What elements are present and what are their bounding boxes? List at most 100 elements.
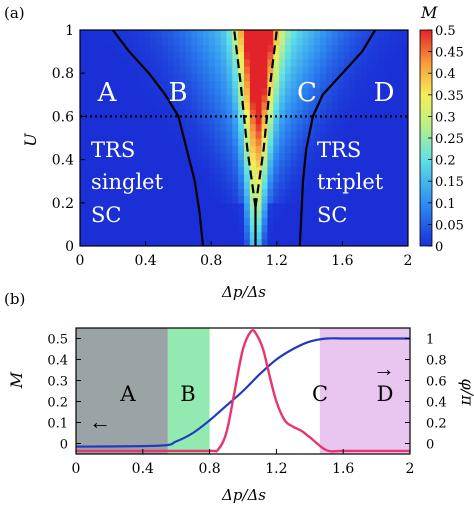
heatmap-cell: [279, 138, 286, 146]
heatmap-cell: [156, 188, 163, 197]
heatmap-cell: [121, 58, 128, 67]
heatmap-cell: [343, 116, 351, 125]
heatmap-cell: [249, 238, 257, 246]
heatmap-cell: [296, 73, 304, 81]
heatmap-cell: [349, 166, 356, 175]
heatmap-cell: [402, 238, 408, 246]
heatmap-cell: [214, 94, 222, 103]
heatmap-cell: [97, 58, 105, 67]
heatmap-cell: [167, 188, 175, 197]
heatmap-cell: [156, 217, 163, 225]
heatmap-cell: [97, 44, 105, 53]
heatmap-cell: [144, 195, 151, 204]
heatmap-cell: [296, 174, 304, 182]
heatmap-cell: [220, 174, 228, 182]
heatmap-cell: [115, 37, 122, 45]
heatmap-cell: [179, 51, 187, 60]
heatmap-cell: [97, 224, 105, 233]
heatmap-cell: [179, 166, 187, 175]
heatmap-cell: [173, 195, 181, 204]
heatmap-cell: [361, 94, 368, 103]
heatmap-cell: [249, 130, 257, 139]
heatmap-cell: [109, 94, 116, 103]
heatmap-cell: [296, 152, 304, 161]
heatmap-cell: [308, 166, 315, 175]
heatmap-cell: [203, 37, 210, 45]
heatmap-cell: [343, 238, 351, 246]
panel-a-axes: 0 0.4 0.8 1.2 1.6 200.20.40.60.81: [52, 23, 413, 269]
heatmap-cell: [337, 109, 345, 117]
heatmap-cell: [138, 181, 146, 189]
heatmap-cell: [144, 51, 151, 60]
heatmap-cell: [378, 87, 386, 96]
heatmap-cell: [179, 188, 187, 197]
heatmap-cell: [244, 166, 251, 175]
heatmap-cell: [91, 116, 99, 125]
heatmap-cell: [273, 87, 280, 96]
heatmap-cell: [302, 217, 310, 225]
colorbar-tick-label: 0.45: [435, 46, 464, 61]
heatmap-cell: [167, 202, 175, 211]
heatmap-cell: [384, 238, 392, 246]
phase-phi-curve: [76, 337, 410, 448]
heatmap-cell: [162, 30, 169, 38]
heatmap-cell: [261, 73, 269, 81]
heatmap-cell: [197, 152, 204, 161]
heatmap-cell: [91, 238, 99, 246]
heatmap-cell: [320, 181, 327, 189]
heatmap-cell: [121, 30, 128, 38]
heatmap-cell: [326, 87, 333, 96]
heatmap-cell: [267, 181, 274, 189]
heatmap-cell: [173, 210, 181, 218]
heatmap-cell: [302, 80, 310, 89]
heatmap-cell: [109, 238, 116, 246]
heatmap-cell: [367, 37, 374, 45]
heatmap-cell: [232, 224, 239, 233]
heatmap-cell: [326, 152, 333, 161]
heatmap-cell: [296, 145, 304, 153]
heatmap-cell: [249, 138, 257, 146]
heatmap-cell: [126, 87, 134, 96]
heatmap-cell: [232, 195, 239, 204]
heatmap-cell: [367, 145, 374, 153]
heatmap-cell: [138, 102, 146, 110]
heatmap-cell: [91, 145, 99, 153]
heatmap-cell: [226, 37, 233, 45]
heatmap-cell: [85, 51, 93, 60]
heatmap-cell: [132, 30, 140, 38]
heatmap-cell: [109, 188, 116, 197]
heatmap-cell: [150, 152, 157, 161]
heatmap-cell: [384, 130, 392, 139]
heatmap-cell: [337, 181, 345, 189]
heatmap-cell: [355, 174, 362, 182]
heatmap-cell: [378, 58, 386, 67]
heatmap-cell: [220, 80, 228, 89]
heatmap-cell: [103, 44, 110, 53]
heatmap-cell: [402, 138, 408, 146]
phase-boundary-solid: [111, 30, 205, 246]
heatmap-cell: [191, 30, 198, 38]
heatmap-cell: [85, 94, 93, 103]
heatmap-cell: [214, 181, 222, 189]
heatmap-cell: [367, 181, 374, 189]
heatmap-cell: [115, 188, 122, 197]
heatmap-cell: [214, 51, 222, 60]
heatmap-cell: [331, 30, 339, 38]
heatmap-cell: [144, 87, 151, 96]
heatmap-cell: [115, 195, 122, 204]
heatmap-cell: [167, 37, 175, 45]
heatmap-cell: [396, 37, 403, 45]
heatmap-cell: [91, 30, 99, 38]
heatmap-cell: [302, 44, 310, 53]
heatmap-cell: [173, 217, 181, 225]
heatmap-cell: [144, 181, 151, 189]
heatmap-cell: [185, 224, 192, 233]
heatmap-cell: [214, 174, 222, 182]
heatmap-cell: [85, 44, 93, 53]
heatmap-cell: [109, 166, 116, 175]
heatmap-cell: [285, 202, 292, 211]
heatmap-cell: [249, 174, 257, 182]
heatmap-cell: [109, 159, 116, 168]
heatmap-cell: [144, 217, 151, 225]
heatmap-cell: [214, 152, 222, 161]
